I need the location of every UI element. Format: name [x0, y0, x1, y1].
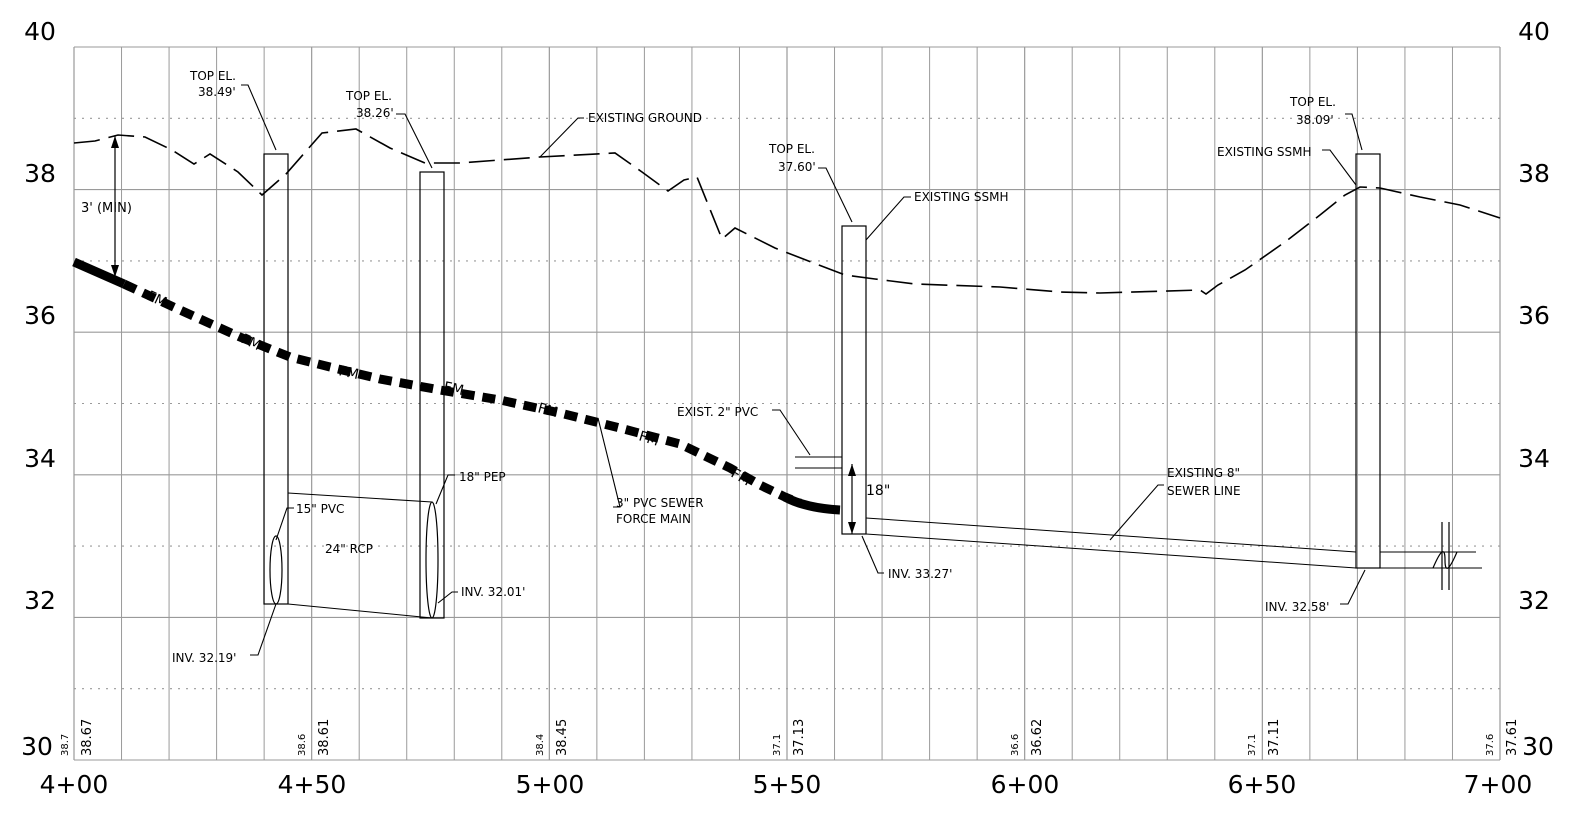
dim-18in-label: 18": [866, 483, 890, 499]
rcp-24in-label: 24" RCP: [325, 542, 373, 556]
existing-ssmh-2: [1355, 153, 1381, 569]
station-tick-label: 7+00: [1464, 770, 1533, 799]
station-tick-label: 5+00: [516, 770, 585, 799]
sewer-8in-bottom: [865, 533, 1357, 569]
elevation-axis-right: 40 38 36 34 32 30: [1518, 17, 1554, 761]
proposed-elev: 38.67: [80, 719, 95, 756]
existing-ssmh-1: [841, 225, 867, 535]
elev-tick-label: 34: [1518, 444, 1550, 473]
top-el-1-label: TOP EL.: [189, 69, 236, 83]
existing-elev: 37.1: [1247, 734, 1258, 756]
top-el-4-value: 38.09': [1296, 113, 1334, 127]
exist-2in-pvc-label: EXIST. 2" PVC: [677, 405, 758, 419]
existing-ssmh-1-label: EXISTING SSMH: [914, 190, 1009, 204]
break-symbol: [1432, 551, 1458, 569]
fm-label: FM: [442, 379, 465, 399]
existing-elev: 38.7: [60, 734, 71, 756]
station-tick-label: 5+50: [753, 770, 822, 799]
elevation-axis-left: 40 38 36 34 32 30: [21, 17, 56, 761]
top-el-3-label: TOP EL.: [768, 142, 815, 156]
rcp-bottom: [287, 603, 433, 619]
leader-lines: [241, 84, 1366, 656]
station-tick-label: 6+50: [1228, 770, 1297, 799]
inv-3258-label: INV. 32.58': [1265, 600, 1329, 614]
elev-tick-label: 34: [24, 444, 56, 473]
force-main-line: [122, 279, 802, 508]
sewer-line-label: SEWER LINE: [1167, 484, 1241, 498]
ground-elevation-readings: 38.7 38.67 38.6 38.61 38.4 38.45 37.1 37…: [60, 719, 1520, 756]
proposed-elev: 37.13: [792, 719, 807, 756]
station-tick-label: 4+50: [278, 770, 347, 799]
elev-tick-label: 38: [1518, 159, 1550, 188]
top-el-4-label: TOP EL.: [1289, 95, 1336, 109]
fm-label: FM: [637, 429, 661, 450]
existing-8in-label: EXISTING 8": [1167, 466, 1240, 480]
existing-elev: 37.6: [1485, 734, 1496, 756]
elev-tick-label: 40: [1518, 17, 1550, 46]
rcp-top: [287, 492, 433, 503]
proposed-elev: 38.61: [317, 719, 332, 756]
existing-elev: 38.6: [297, 734, 308, 756]
station-axis: 4+00 4+50 5+00 5+50 6+00 6+50 7+00: [40, 770, 1533, 799]
elev-tick-label: 32: [1518, 586, 1550, 615]
top-el-3-value: 37.60': [778, 160, 816, 174]
pep-18in-label: 18" PEP: [459, 470, 506, 484]
elev-tick-label: 32: [24, 586, 56, 615]
dim-18in-arrow-top: [848, 464, 856, 476]
elev-tick-label: 40: [24, 17, 56, 46]
force-main-curve-end: [782, 492, 841, 515]
station-tick-label: 6+00: [991, 770, 1060, 799]
proposed-elev: 37.61: [1505, 719, 1520, 756]
cover-arrow-bottom: [111, 265, 119, 277]
manhole-2: [419, 171, 445, 619]
elev-tick-label: 36: [24, 301, 56, 330]
existing-elev: 37.1: [772, 734, 783, 756]
profile-grid: [73, 46, 1501, 761]
cover-arrow-top: [111, 136, 119, 148]
existing-elev: 36.6: [1010, 734, 1021, 756]
existing-elev: 38.4: [535, 734, 546, 756]
pep-18in-ellipse: [425, 501, 439, 619]
force-main-solid-start: [72, 257, 126, 289]
elev-tick-label: 38: [24, 159, 56, 188]
existing-ground-line: [73, 128, 1501, 295]
elev-tick-label: 30: [21, 732, 53, 761]
force-main-label-1: 3" PVC SEWER: [616, 496, 704, 510]
dim-18in-arrow-bottom: [848, 522, 856, 534]
top-el-1-value: 38.49': [198, 85, 236, 99]
fm-label: FM: [238, 331, 263, 354]
existing-ground-label: EXISTING GROUND: [588, 111, 702, 125]
sewer-8in-top: [865, 517, 1357, 553]
existing-ssmh-2-label: EXISTING SSMH: [1217, 145, 1312, 159]
elev-tick-label: 30: [1522, 732, 1554, 761]
station-tick-label: 4+00: [40, 770, 109, 799]
proposed-elev: 37.11: [1267, 719, 1282, 756]
cover-min-label: 3' (MIN): [81, 201, 132, 216]
annotations: TOP EL. 38.49' TOP EL. 38.26' EXISTING G…: [172, 69, 1336, 665]
elev-tick-label: 36: [1518, 301, 1550, 330]
proposed-elev: 36.62: [1030, 719, 1045, 756]
force-main-label-2: FORCE MAIN: [616, 512, 691, 526]
proposed-elev: 38.45: [555, 719, 570, 756]
top-el-2-label: TOP EL.: [345, 89, 392, 103]
fm-labels: FM FM FM FM FM FM FM: [144, 288, 753, 489]
inv-3219-label: INV. 32.19': [172, 651, 236, 665]
inv-3201-label: INV. 32.01': [461, 585, 525, 599]
fm-label: FM: [144, 288, 169, 311]
pvc-15in-label: 15" PVC: [296, 502, 344, 516]
inv-3327-label: INV. 33.27': [888, 567, 952, 581]
fm-label: FM: [337, 363, 360, 383]
fm-label: FM: [536, 400, 560, 421]
top-el-2-value: 38.26': [356, 106, 394, 120]
